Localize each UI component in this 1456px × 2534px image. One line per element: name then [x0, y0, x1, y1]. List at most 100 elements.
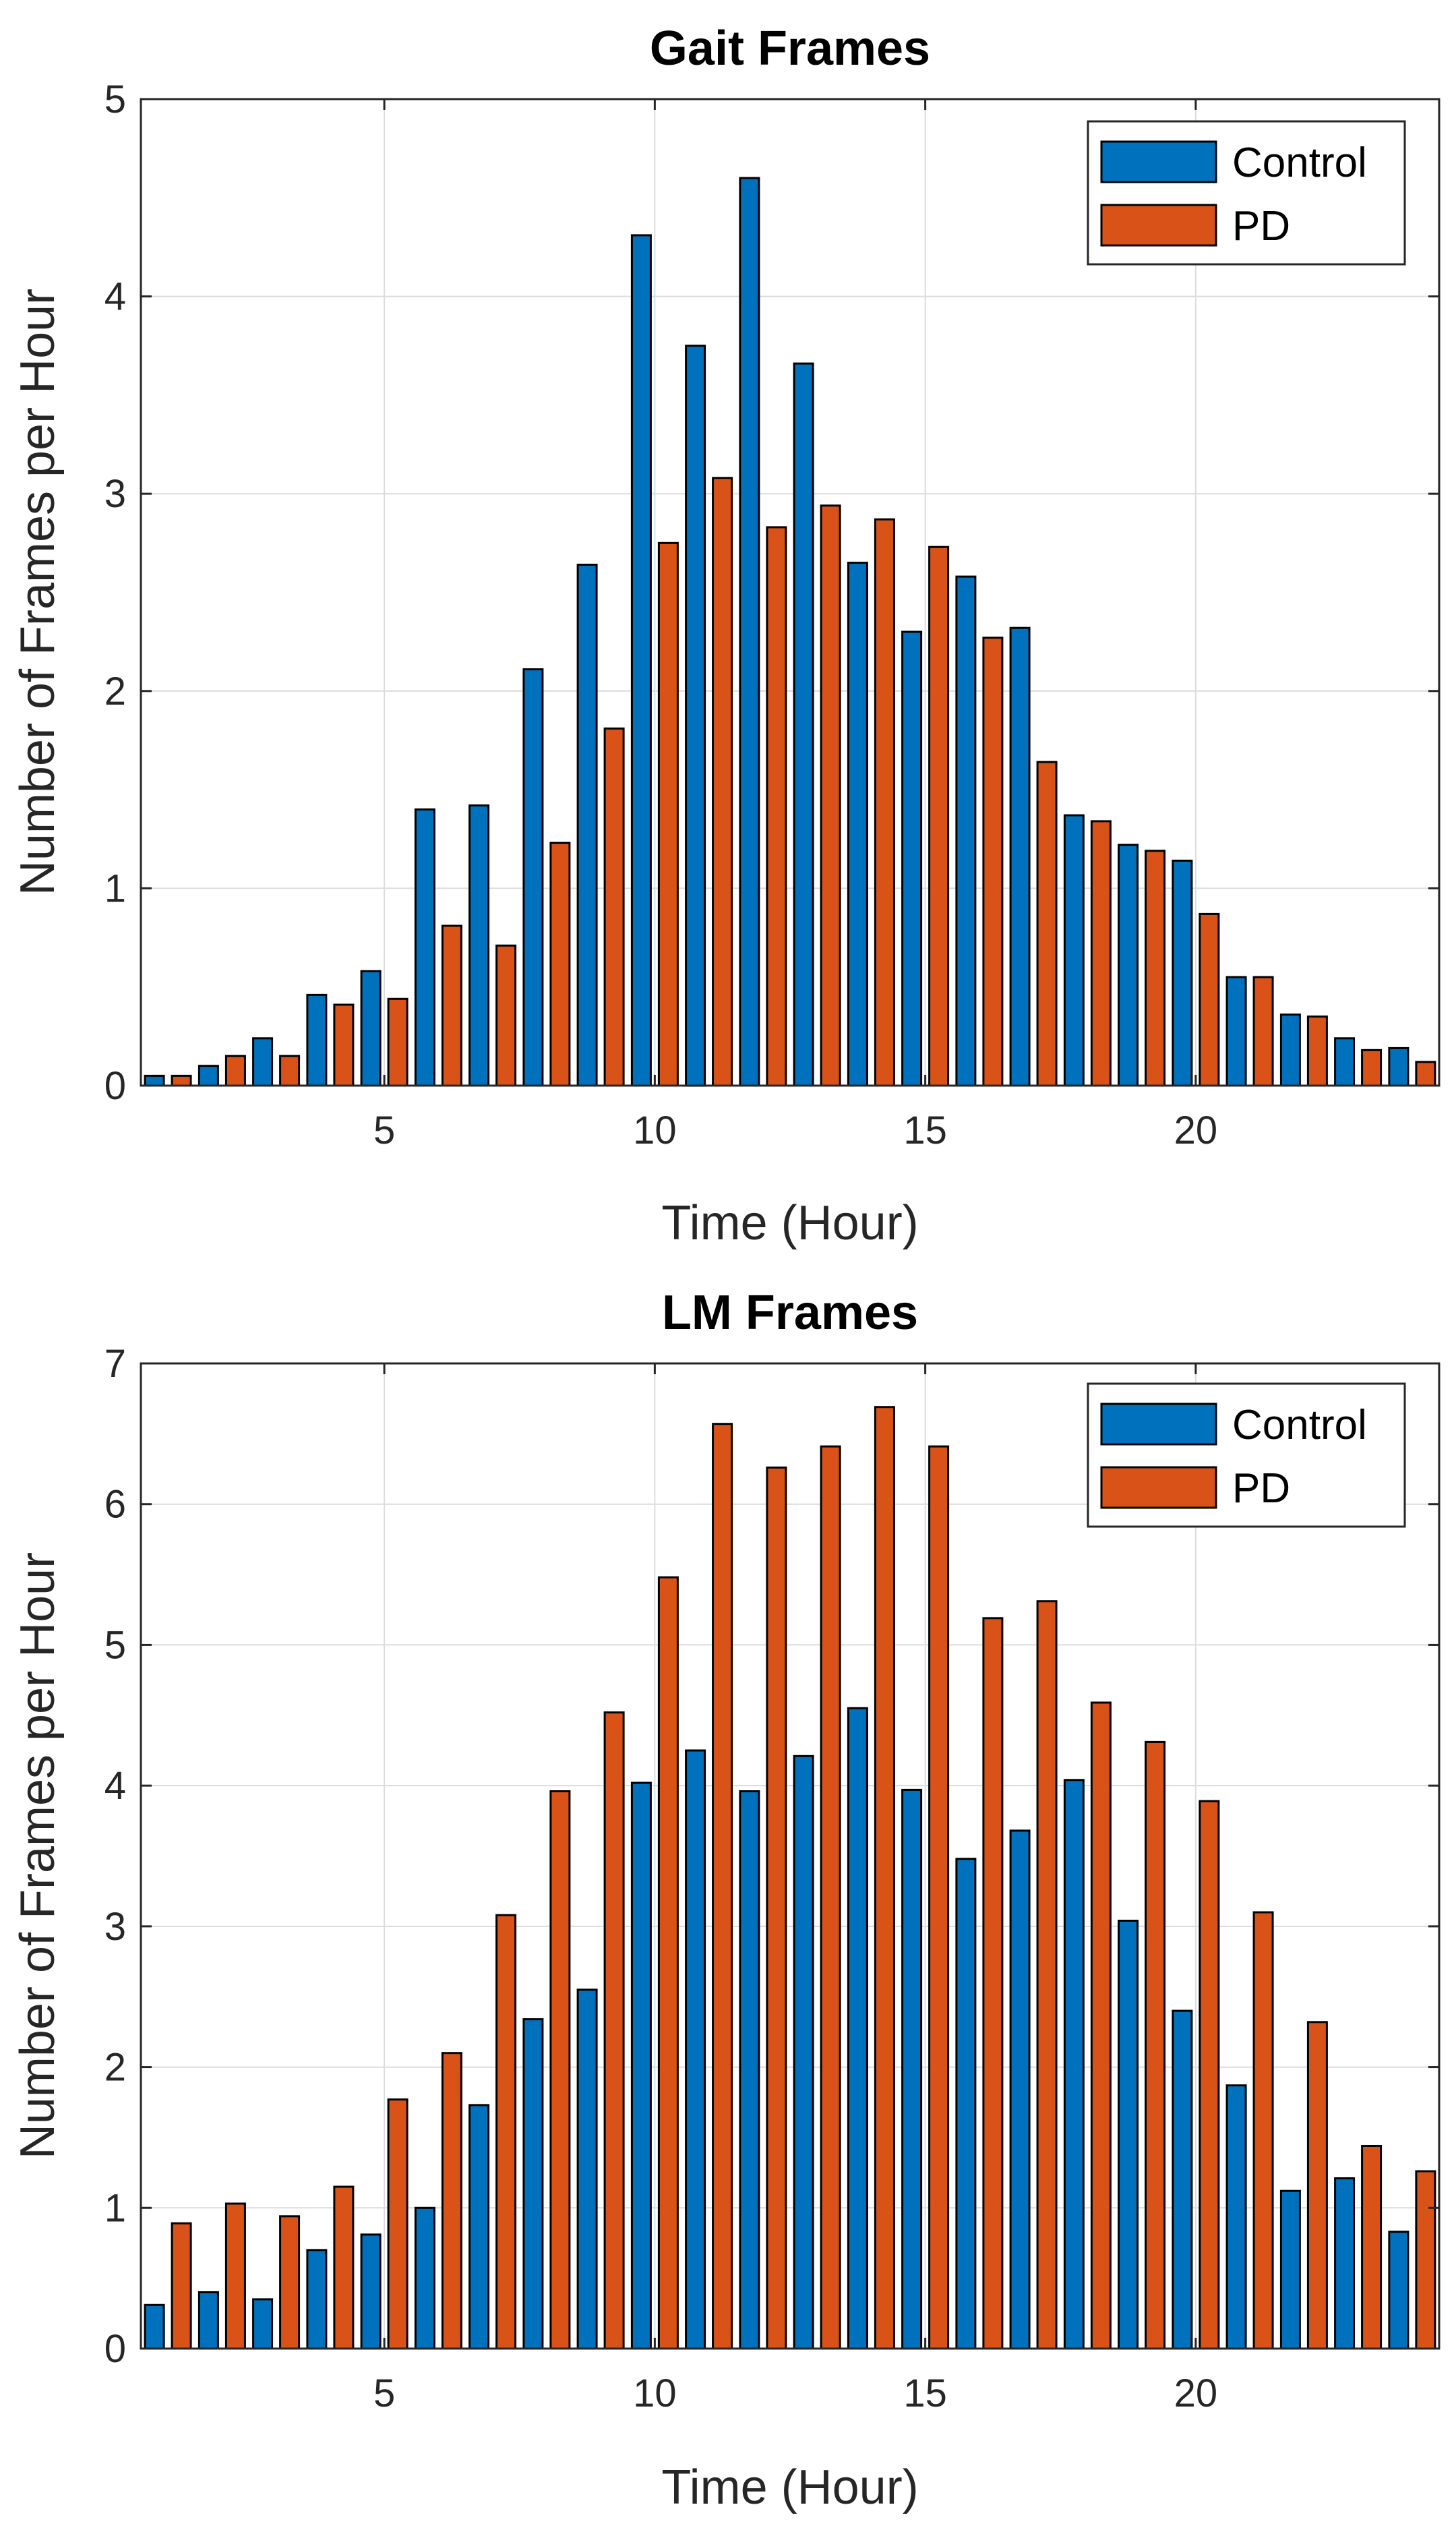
bar-control-hour-8 [522, 668, 544, 1087]
bar-control-hour-4 [306, 993, 328, 1087]
bar-pd-hour-3 [279, 2215, 301, 2350]
bar-pd-hour-18 [1090, 1701, 1112, 2350]
bar-control-hour-13 [793, 362, 814, 1087]
bar-control-hour-13 [793, 1755, 814, 2350]
bar-control-hour-6 [414, 808, 435, 1087]
legend-swatch-control [1100, 1403, 1217, 1446]
bar-pd-hour-4 [333, 2185, 355, 2350]
bar-pd-hour-8 [549, 1790, 571, 2350]
bar-pd-hour-6 [441, 2052, 462, 2350]
bar-control-hour-8 [522, 2018, 544, 2350]
bar-pd-hour-19 [1145, 1740, 1166, 2350]
x-tick-label: 10 [633, 2371, 677, 2415]
y-tick-label: 1 [104, 2186, 126, 2230]
bar-pd-hour-16 [982, 637, 1004, 1087]
x-axis-label: Time (Hour) [661, 1196, 918, 1250]
bar-control-hour-6 [414, 2206, 435, 2350]
bar-pd-hour-5 [387, 997, 408, 1087]
bar-pd-hour-18 [1090, 820, 1112, 1087]
bar-pd-hour-1 [171, 1074, 192, 1087]
bar-control-hour-12 [739, 177, 760, 1087]
bar-control-hour-1 [144, 1074, 165, 1087]
bar-control-hour-22 [1279, 2189, 1301, 2350]
bar-pd-hour-8 [549, 842, 571, 1087]
y-axis-label: Number of Frames per Hour [11, 289, 65, 895]
bar-pd-hour-3 [279, 1055, 301, 1087]
bar-pd-hour-17 [1036, 1600, 1058, 2350]
y-tick-label: 2 [104, 670, 126, 713]
bar-pd-hour-7 [495, 1914, 517, 2350]
bar-pd-hour-6 [441, 924, 462, 1087]
bar-pd-hour-24 [1415, 1061, 1436, 1087]
bar-control-hour-9 [576, 564, 598, 1087]
y-tick-label: 4 [104, 1764, 126, 1808]
bar-control-hour-17 [1009, 1829, 1031, 2350]
bar-control-hour-16 [955, 1858, 977, 2350]
bar-control-hour-14 [847, 562, 868, 1087]
bar-pd-hour-16 [982, 1617, 1004, 2350]
bar-pd-hour-5 [387, 2098, 408, 2350]
bar-control-hour-11 [685, 1749, 706, 2350]
bar-control-hour-15 [901, 630, 923, 1087]
bar-control-hour-7 [468, 2104, 490, 2350]
bar-pd-hour-4 [333, 1003, 355, 1087]
bar-control-hour-23 [1334, 1037, 1356, 1087]
y-tick-label: 5 [104, 1623, 126, 1667]
axes-frame [140, 1362, 1440, 2350]
bar-control-hour-24 [1388, 2231, 1409, 2350]
bar-pd-hour-22 [1306, 2021, 1328, 2350]
legend-label-pd: PD [1232, 1465, 1290, 1512]
x-tick-label: 20 [1174, 2371, 1218, 2415]
y-tick-label: 0 [104, 2327, 126, 2371]
y-tick-label: 7 [104, 1342, 126, 1386]
bar-control-hour-11 [685, 345, 706, 1087]
axes-frame [140, 98, 1440, 1087]
legend-swatch-pd [1100, 1466, 1217, 1509]
bar-pd-hour-2 [224, 1055, 246, 1087]
bar-pd-hour-7 [495, 944, 517, 1087]
bar-pd-hour-21 [1252, 976, 1274, 1087]
bar-control-hour-1 [144, 2303, 165, 2350]
bar-pd-hour-9 [603, 1711, 625, 2350]
bar-control-hour-10 [630, 234, 652, 1087]
x-tick-label: 15 [903, 2371, 947, 2415]
bar-pd-hour-23 [1361, 2145, 1383, 2350]
y-tick-label: 6 [104, 1483, 126, 1527]
bars [144, 1406, 1436, 2350]
y-tick-label: 1 [104, 866, 126, 910]
bar-pd-hour-9 [603, 727, 625, 1087]
bar-control-hour-20 [1172, 859, 1193, 1087]
bar-pd-hour-13 [820, 504, 841, 1087]
bar-pd-hour-21 [1252, 1911, 1274, 2350]
bar-control-hour-15 [901, 1788, 923, 2350]
bar-control-hour-5 [360, 970, 382, 1087]
bar-pd-hour-14 [874, 1406, 895, 2350]
bar-pd-hour-20 [1199, 1800, 1220, 2350]
y-ticks: 0 1 2 3 4 5 6 7 [104, 1342, 1439, 2371]
bar-control-hour-9 [576, 1988, 598, 2350]
x-tick-label: 10 [633, 1109, 677, 1152]
bar-control-hour-4 [306, 2249, 328, 2350]
y-ticks: 0 1 2 3 4 5 [104, 78, 1439, 1108]
x-tick-label: 20 [1174, 1109, 1218, 1152]
legend: Control PD [1087, 120, 1406, 266]
bar-pd-hour-15 [928, 1445, 950, 2350]
bar-control-hour-17 [1009, 626, 1031, 1087]
x-ticks: 5 10 15 20 [373, 1363, 1217, 2415]
bar-control-hour-20 [1172, 2009, 1193, 2350]
legend-label-control: Control [1232, 1402, 1367, 1448]
x-tick-label: 15 [903, 1109, 947, 1152]
bar-control-hour-2 [198, 2291, 219, 2350]
bar-pd-hour-1 [171, 2222, 192, 2350]
legend-label-control: Control [1232, 140, 1367, 186]
bar-pd-hour-23 [1361, 1049, 1383, 1087]
bar-control-hour-19 [1118, 844, 1139, 1087]
bar-pd-hour-14 [874, 518, 895, 1087]
bar-control-hour-2 [198, 1065, 219, 1087]
bar-control-hour-3 [252, 2298, 274, 2350]
bar-control-hour-3 [252, 1037, 274, 1087]
bar-control-hour-19 [1118, 1920, 1139, 2350]
bar-pd-hour-22 [1306, 1015, 1328, 1087]
y-tick-label: 3 [104, 1905, 126, 1949]
x-tick-label: 5 [373, 2371, 395, 2415]
